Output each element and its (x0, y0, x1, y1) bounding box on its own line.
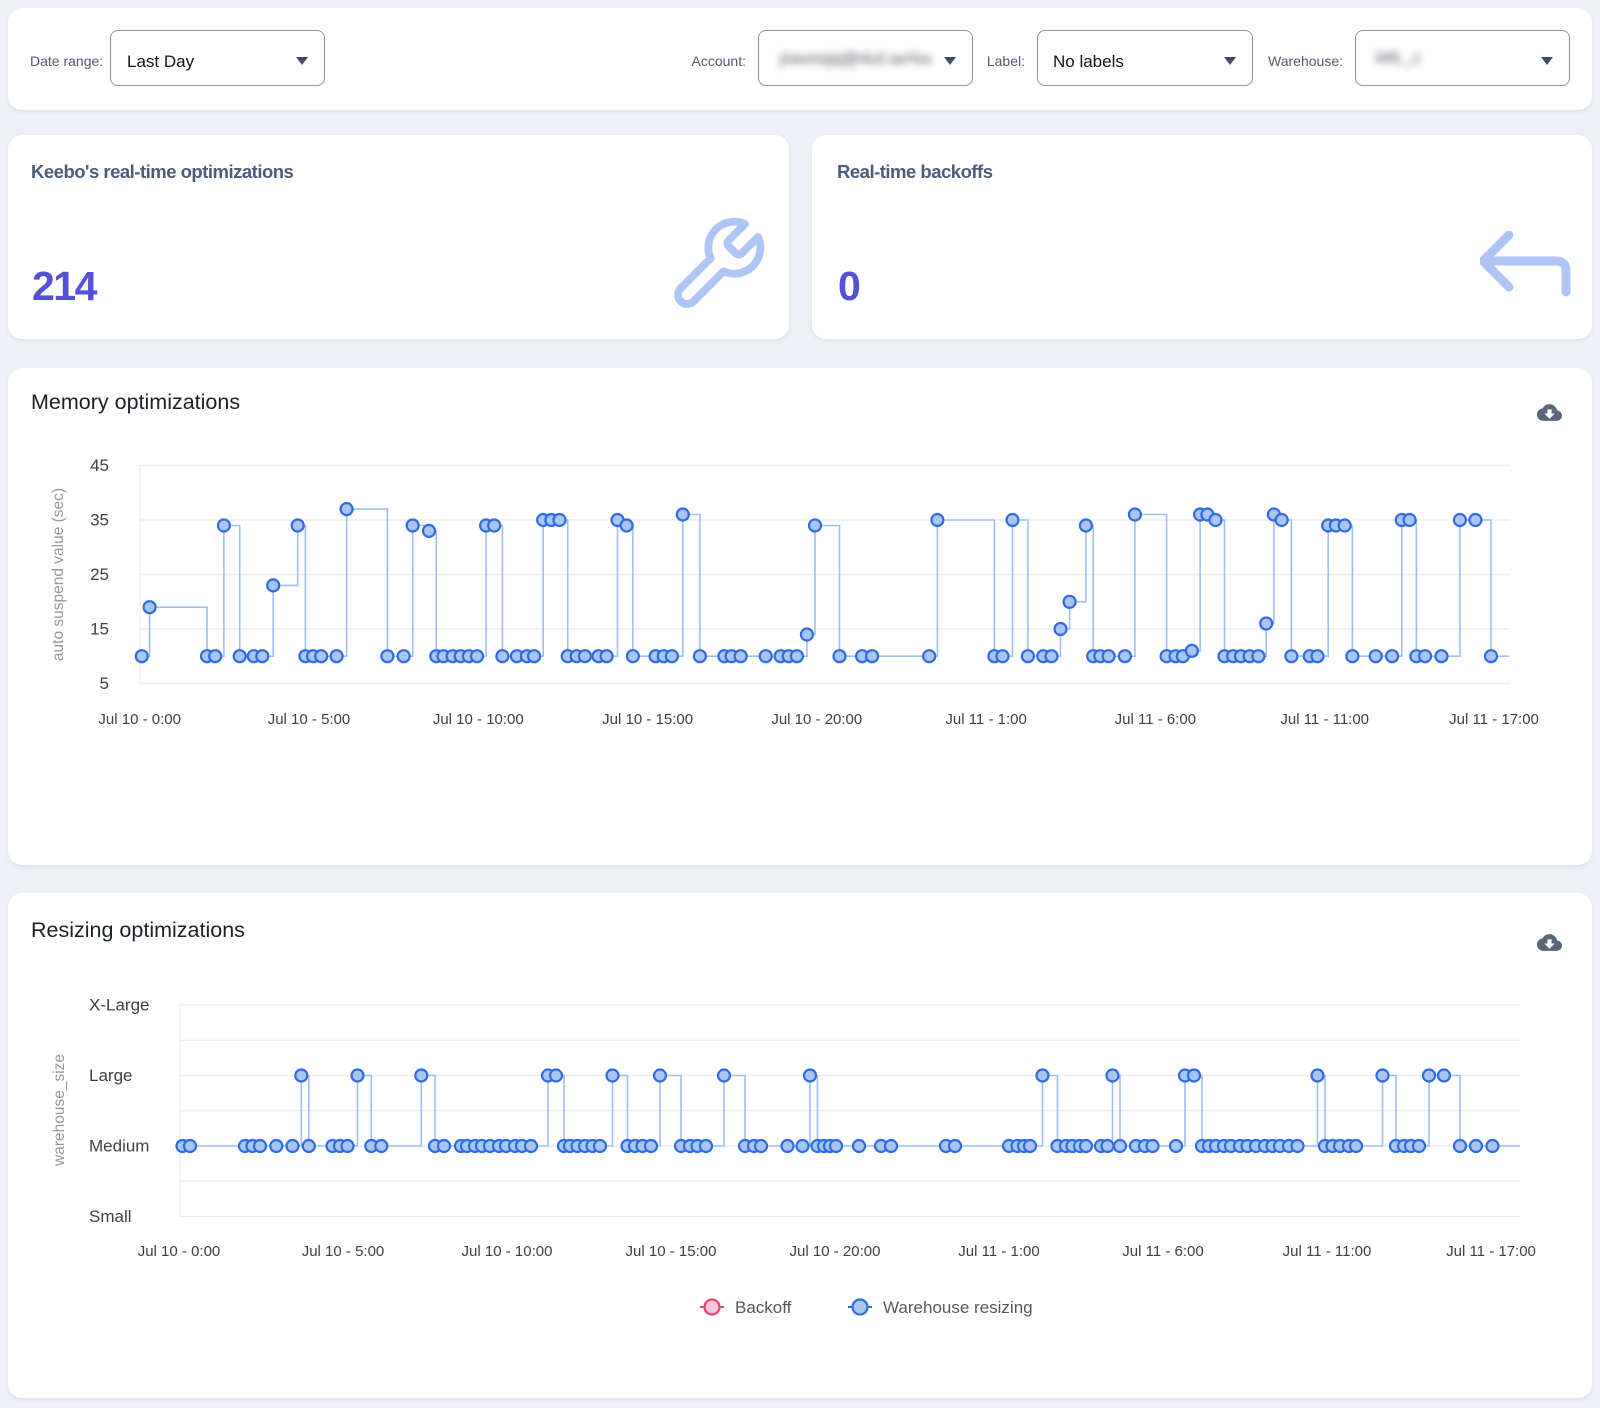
svg-text:25: 25 (90, 565, 109, 584)
svg-text:Jul 10 - 0:00: Jul 10 - 0:00 (138, 1243, 221, 1260)
svg-text:Jul 10 - 5:00: Jul 10 - 5:00 (268, 711, 351, 728)
svg-text:Warehouse resizing: Warehouse resizing (883, 1298, 1033, 1317)
svg-text:Jul 10 - 0:00: Jul 10 - 0:00 (98, 711, 181, 728)
svg-text:Jul 11 - 17:00: Jul 11 - 17:00 (1446, 1243, 1536, 1260)
svg-text:Jul 11 - 11:00: Jul 11 - 11:00 (1283, 1243, 1372, 1260)
svg-text:Backoff: Backoff (735, 1298, 792, 1317)
svg-text:Jul 11 - 6:00: Jul 11 - 6:00 (1122, 1243, 1203, 1260)
svg-text:Jul 11 - 1:00: Jul 11 - 1:00 (945, 711, 1026, 728)
svg-text:Jul 10 - 15:00: Jul 10 - 15:00 (626, 1243, 717, 1260)
svg-text:X-Large: X-Large (89, 996, 149, 1015)
svg-text:Jul 11 - 11:00: Jul 11 - 11:00 (1280, 711, 1369, 728)
svg-text:35: 35 (90, 511, 109, 530)
svg-text:5: 5 (100, 674, 109, 693)
svg-text:Jul 10 - 10:00: Jul 10 - 10:00 (462, 1243, 553, 1260)
svg-text:Large: Large (89, 1066, 132, 1085)
svg-text:Small: Small (89, 1207, 132, 1226)
svg-text:45: 45 (90, 456, 109, 475)
svg-text:Jul 11 - 1:00: Jul 11 - 1:00 (958, 1243, 1039, 1260)
svg-text:warehouse_size: warehouse_size (51, 1054, 68, 1167)
svg-text:Jul 11 - 6:00: Jul 11 - 6:00 (1115, 711, 1196, 728)
svg-text:Jul 10 - 10:00: Jul 10 - 10:00 (433, 711, 524, 728)
svg-text:Jul 11 - 17:00: Jul 11 - 17:00 (1449, 711, 1539, 728)
svg-text:15: 15 (90, 620, 109, 639)
svg-text:Medium: Medium (89, 1137, 149, 1156)
svg-text:Jul 10 - 20:00: Jul 10 - 20:00 (771, 711, 862, 728)
svg-text:Jul 10 - 15:00: Jul 10 - 15:00 (602, 711, 693, 728)
svg-text:Jul 10 - 5:00: Jul 10 - 5:00 (302, 1243, 385, 1260)
svg-text:Jul 10 - 20:00: Jul 10 - 20:00 (790, 1243, 881, 1260)
svg-text:auto suspend value (sec): auto suspend value (sec) (50, 488, 67, 661)
